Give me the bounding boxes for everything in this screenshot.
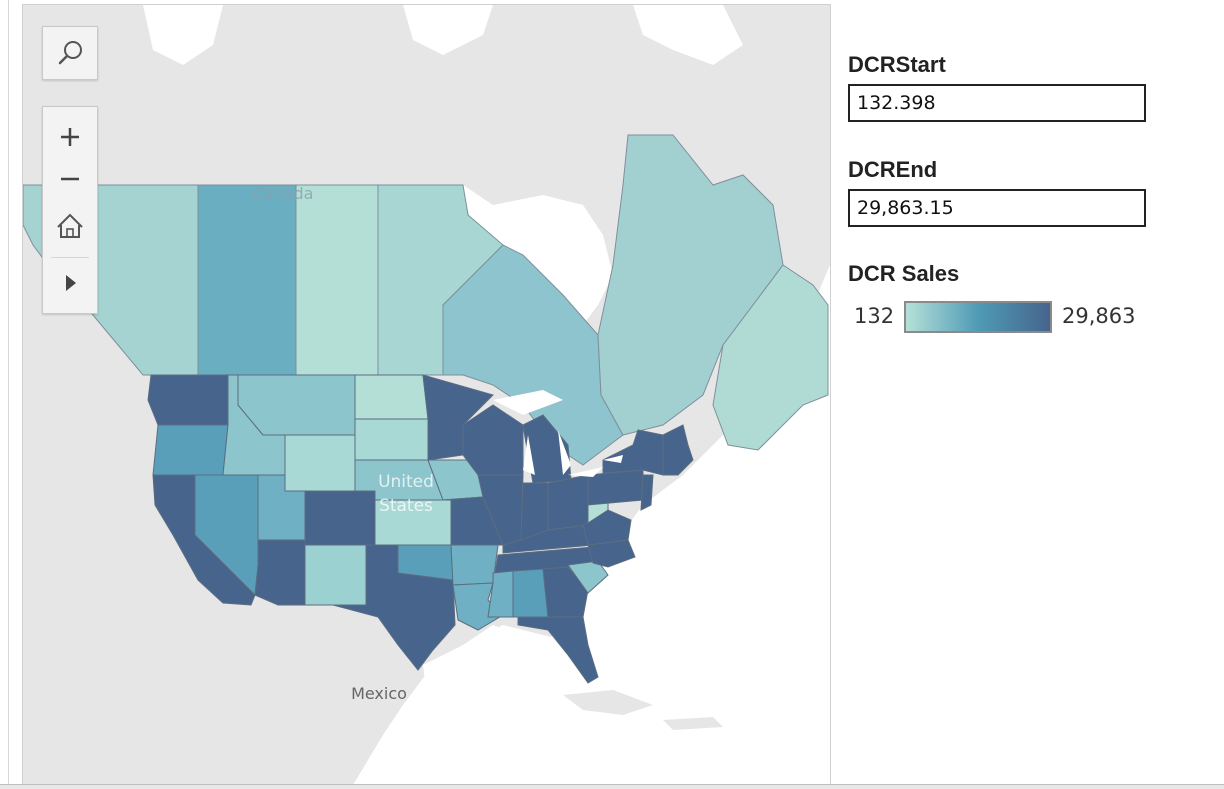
region-arkansas[interactable]: [450, 544, 499, 586]
region-quebec[interactable]: [597, 134, 784, 436]
caribbean-islands: [563, 690, 723, 730]
region-new-england[interactable]: [662, 424, 694, 476]
map-zoom-toolbar: [42, 106, 98, 314]
region-saskatchewan[interactable]: [295, 184, 379, 376]
toolbar-divider: [51, 257, 89, 258]
region-oklahoma[interactable]: [366, 544, 454, 581]
region-pennsylvania[interactable]: [587, 469, 644, 506]
left-gutter: [0, 0, 22, 788]
label-canada: Canada: [253, 184, 314, 203]
legend-min-label: 132: [854, 304, 895, 328]
region-south-carolina[interactable]: [567, 560, 609, 594]
region-north-dakota[interactable]: [354, 374, 429, 420]
zoom-out-button[interactable]: [43, 159, 97, 199]
plus-icon: [61, 128, 79, 146]
region-new-jersey[interactable]: [640, 474, 654, 511]
region-ohio[interactable]: [547, 474, 589, 531]
dcr-end-title: DCREnd: [848, 157, 938, 182]
region-oregon[interactable]: [152, 424, 229, 476]
region-alabama[interactable]: [512, 568, 549, 618]
region-washington[interactable]: [147, 374, 229, 426]
color-legend-gradient: [904, 301, 1052, 333]
gulf-of-mexico: [423, 625, 663, 765]
map-search-button[interactable]: [42, 26, 98, 80]
divider: [8, 0, 9, 788]
region-arizona[interactable]: [254, 539, 306, 606]
region-montana[interactable]: [237, 374, 356, 436]
region-mississippi[interactable]: [487, 570, 514, 618]
expand-toolbar-button[interactable]: [43, 261, 97, 311]
hudson-bay: [463, 185, 613, 325]
label-united-states-line1: United: [378, 472, 434, 492]
great-lakes: [493, 390, 623, 477]
zoom-in-button[interactable]: [43, 109, 97, 159]
region-ontario[interactable]: [442, 244, 624, 466]
magnifier-icon: [58, 41, 82, 65]
region-colorado[interactable]: [304, 490, 376, 546]
legend-max-label: 29,863: [1062, 304, 1136, 328]
map-canvas[interactable]: Canada United States Mexico: [23, 5, 830, 785]
play-triangle-icon: [66, 275, 76, 291]
dcr-end-input[interactable]: 29,863.15: [848, 189, 1146, 227]
bottom-border: [0, 784, 1224, 789]
region-new-mexico[interactable]: [304, 544, 367, 606]
region-alberta[interactable]: [197, 184, 297, 376]
arctic-water: [143, 5, 743, 65]
region-florida[interactable]: [517, 616, 599, 684]
map-view[interactable]: Canada United States Mexico: [22, 4, 831, 786]
dcr-start-title: DCRStart: [848, 52, 946, 77]
region-georgia[interactable]: [542, 566, 589, 618]
label-united-states-line2: States: [379, 496, 433, 516]
home-icon: [57, 213, 83, 238]
region-south-dakota[interactable]: [354, 418, 429, 461]
region-atlantic-canada[interactable]: [712, 264, 829, 451]
minus-icon: [61, 177, 79, 181]
label-mexico: Mexico: [351, 684, 407, 703]
dcr-start-input[interactable]: 132.398: [848, 84, 1146, 122]
legend-title: DCR Sales: [848, 261, 960, 286]
reset-home-button[interactable]: [43, 201, 97, 251]
region-wyoming[interactable]: [284, 434, 356, 492]
